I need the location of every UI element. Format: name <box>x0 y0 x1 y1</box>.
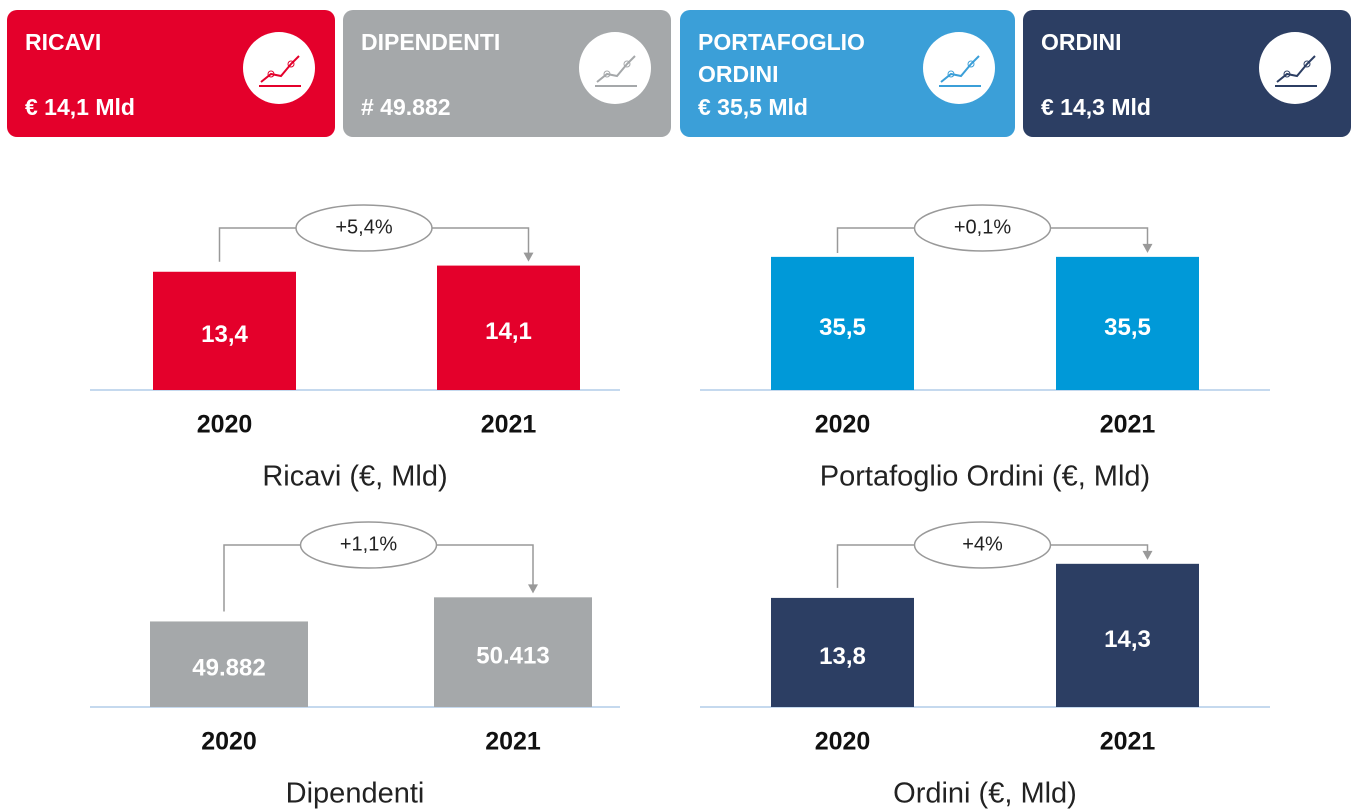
kpi-card: PORTAFOGLIO ORDINI € 35,5 Mld <box>680 10 1015 137</box>
bar-value-label: 35,5 <box>1104 314 1151 341</box>
card-value: # 49.882 <box>361 94 451 120</box>
card-icon <box>243 32 315 104</box>
icon-graphic <box>259 55 301 87</box>
card-value: € 35,5 Mld <box>698 94 808 120</box>
bar <box>1056 563 1199 707</box>
x-tick-label: 2021 <box>481 411 537 439</box>
icon-graphic <box>939 55 981 87</box>
chart-title: Ricavi (€, Mld) <box>262 461 447 493</box>
card-icon <box>1259 32 1331 104</box>
bar <box>434 597 592 707</box>
change-bubble <box>913 204 1052 252</box>
bar <box>771 256 914 390</box>
bar-value-label: 14,1 <box>485 318 532 345</box>
icon-graphic <box>1275 55 1317 87</box>
bar-value-label: 49.882 <box>192 655 265 682</box>
kpi-card: RICAVI € 14,1 Mld <box>7 10 335 137</box>
bar <box>1056 256 1199 390</box>
x-tick-label: 2020 <box>815 728 871 756</box>
bar <box>150 621 308 707</box>
kpi-card: DIPENDENTI # 49.882 <box>343 10 671 137</box>
bar-value-label: 35,5 <box>819 314 866 341</box>
bar-value-label: 13,4 <box>201 321 248 348</box>
card-title: ORDINI <box>1041 29 1122 55</box>
kpi-card: ORDINI € 14,3 Mld <box>1023 10 1351 137</box>
x-tick-label: 2021 <box>1100 411 1156 439</box>
bar-value-label: 14,3 <box>1104 626 1151 653</box>
change-bubble <box>299 521 438 569</box>
chart-title: Dipendenti <box>286 778 425 809</box>
x-tick-label: 2021 <box>1100 728 1156 756</box>
card-title: RICAVI <box>25 29 102 55</box>
arrow-head <box>1142 243 1153 253</box>
change-label: +5,4% <box>335 216 392 238</box>
change-bubble <box>913 521 1052 569</box>
change-label: +4% <box>962 533 1003 555</box>
chart-title: Ordini (€, Mld) <box>893 778 1077 809</box>
arrow-head <box>523 252 534 262</box>
change-label: +0,1% <box>954 216 1011 238</box>
card-value: € 14,3 Mld <box>1041 94 1151 120</box>
x-tick-label: 2020 <box>197 411 253 439</box>
icon-graphic <box>595 55 637 87</box>
bar-value-label: 13,8 <box>819 643 866 670</box>
x-tick-label: 2020 <box>201 728 257 756</box>
card-title: DIPENDENTI <box>361 29 501 55</box>
bar <box>771 597 914 707</box>
card-icon <box>579 32 651 104</box>
card-title: PORTAFOGLIO ORDINI <box>698 29 865 87</box>
x-tick-label: 2020 <box>815 411 871 439</box>
bar <box>153 271 296 390</box>
chart-title: Portafoglio Ordini (€, Mld) <box>820 461 1150 493</box>
arrow-head <box>1142 550 1153 560</box>
bar-value-label: 50.413 <box>476 643 549 670</box>
change-label: +1,1% <box>340 533 397 555</box>
bar <box>437 265 580 390</box>
card-value: € 14,1 Mld <box>25 94 135 120</box>
x-tick-label: 2021 <box>485 728 541 756</box>
arrow-head <box>528 584 538 594</box>
card-icon <box>923 32 995 104</box>
change-bubble <box>295 204 433 252</box>
